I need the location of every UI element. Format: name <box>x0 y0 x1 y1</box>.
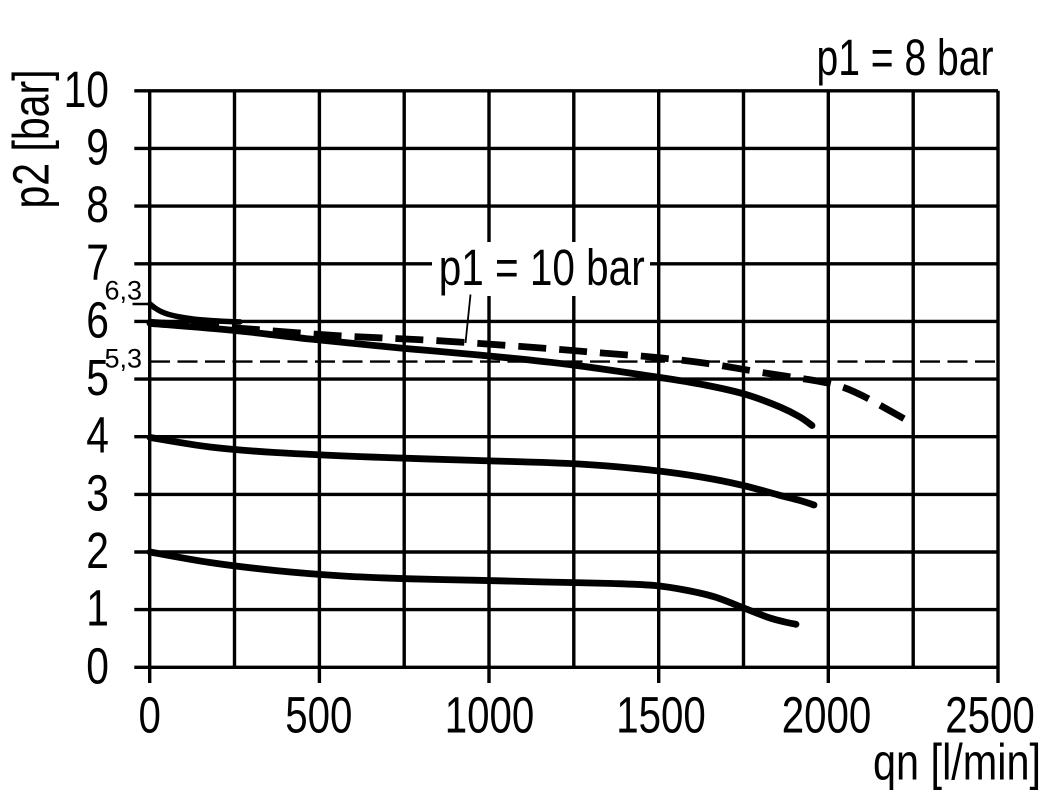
svg-text:2: 2 <box>86 522 109 579</box>
svg-text:8: 8 <box>86 176 109 233</box>
svg-text:5: 5 <box>86 349 109 406</box>
svg-text:p2 [bar]: p2 [bar] <box>3 70 60 209</box>
svg-text:5,3: 5,3 <box>105 343 143 373</box>
svg-text:0: 0 <box>138 686 160 744</box>
svg-text:p1 = 10 bar: p1 = 10 bar <box>439 239 645 296</box>
svg-text:p1 = 8 bar: p1 = 8 bar <box>817 29 994 86</box>
svg-text:3: 3 <box>86 464 109 521</box>
svg-text:1000: 1000 <box>445 686 535 744</box>
svg-text:1500: 1500 <box>616 686 706 744</box>
svg-text:1: 1 <box>86 579 109 636</box>
svg-text:500: 500 <box>285 686 352 744</box>
svg-text:10: 10 <box>64 60 109 117</box>
svg-text:6,3: 6,3 <box>105 276 143 306</box>
svg-text:7: 7 <box>86 233 109 290</box>
svg-text:0: 0 <box>86 637 109 694</box>
svg-text:6: 6 <box>86 291 109 348</box>
svg-text:2500: 2500 <box>945 686 1035 744</box>
svg-text:qn [l/min]: qn [l/min] <box>873 734 1041 791</box>
svg-text:2000: 2000 <box>782 686 872 744</box>
svg-text:4: 4 <box>86 406 109 463</box>
svg-text:9: 9 <box>86 118 109 175</box>
